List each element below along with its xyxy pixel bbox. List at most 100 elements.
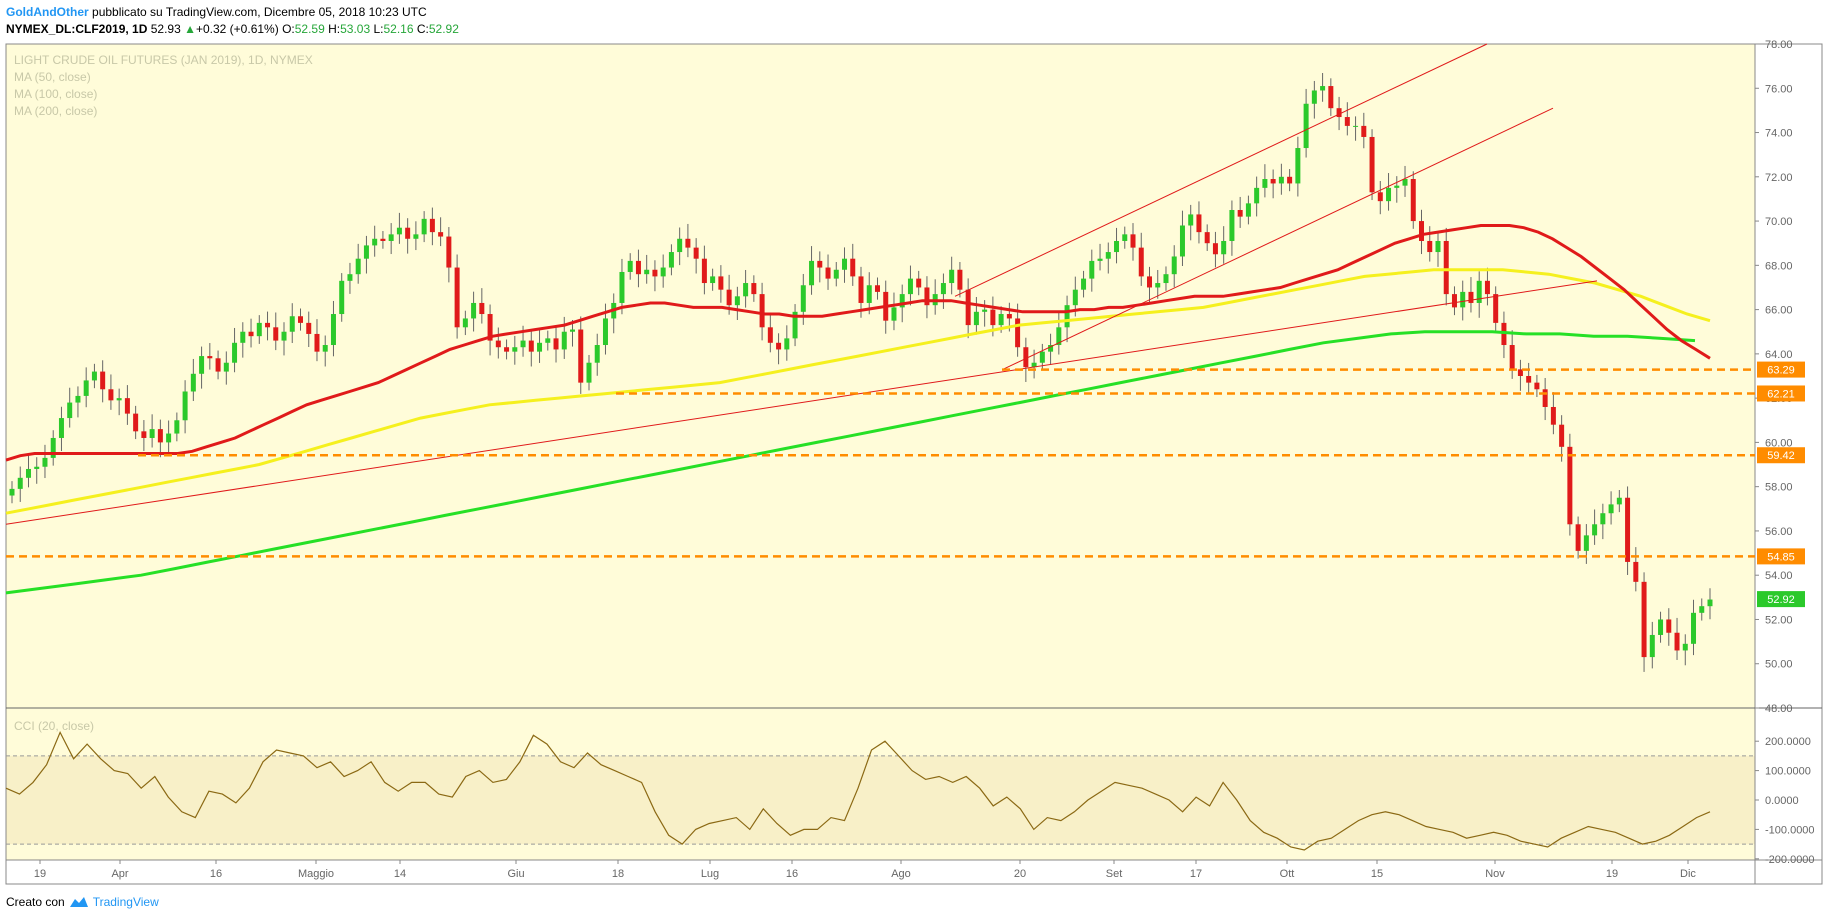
candle-body xyxy=(1460,291,1466,308)
candle-body xyxy=(1691,612,1697,644)
candle-body xyxy=(1509,345,1515,370)
candle-body xyxy=(1229,210,1235,241)
candle-body xyxy=(792,311,798,339)
open-value: 52.59 xyxy=(294,22,325,36)
candle-body xyxy=(1353,125,1359,127)
candle-body xyxy=(1320,86,1326,91)
price-tick-label: 72.00 xyxy=(1765,172,1793,184)
time-tick-label: 20 xyxy=(1014,868,1026,880)
candle-body xyxy=(1278,176,1284,184)
candle-body xyxy=(1575,524,1581,551)
candle-body xyxy=(339,280,345,315)
candle-body xyxy=(1600,513,1606,525)
candle-body xyxy=(1658,619,1664,635)
candle-body xyxy=(1666,619,1672,633)
candle-body xyxy=(1402,179,1408,186)
candle-body xyxy=(1254,187,1260,204)
high-label: H: xyxy=(328,22,341,36)
candle-body xyxy=(907,278,913,295)
candle-body xyxy=(487,314,493,341)
candle-body xyxy=(858,276,864,303)
price-tick-label: 74.00 xyxy=(1765,128,1793,140)
time-tick-label: Set xyxy=(1106,868,1123,880)
candle-body xyxy=(850,258,856,277)
ma-legend-item: MA (100, close) xyxy=(14,87,97,101)
candle-body xyxy=(314,333,320,352)
candle-body xyxy=(355,258,361,275)
candle-body xyxy=(372,238,378,246)
candle-body xyxy=(207,356,213,359)
candle-body xyxy=(685,238,691,248)
candle-body xyxy=(421,218,427,235)
candle-body xyxy=(570,329,576,332)
candle-body xyxy=(248,331,254,337)
candle-body xyxy=(363,245,369,259)
candle-body xyxy=(619,271,625,303)
ma50-line xyxy=(5,224,1711,462)
candle-body xyxy=(1196,214,1202,233)
candle-body xyxy=(1608,504,1614,514)
price-level-tag xyxy=(1757,447,1805,464)
candle-body xyxy=(701,258,707,284)
candle-body xyxy=(330,314,336,346)
price-tick-label: 64.00 xyxy=(1765,349,1793,361)
candle-body xyxy=(100,371,106,390)
author-link[interactable]: GoldAndOther xyxy=(6,5,89,19)
candle-body xyxy=(1287,176,1293,184)
low-label: L: xyxy=(373,22,384,36)
open-label: O: xyxy=(282,22,295,36)
footer: Creato con TradingView xyxy=(6,895,159,909)
candle-body xyxy=(1163,274,1169,284)
publish-text: pubblicato su TradingView.com, Dicembre … xyxy=(92,5,427,19)
symbol-name: NYMEX_DL:CLF2019, 1D xyxy=(6,22,148,36)
candle-body xyxy=(586,362,592,383)
candle-body xyxy=(635,260,641,275)
candle-body xyxy=(842,258,848,270)
candle-body xyxy=(1361,125,1367,137)
candle-body xyxy=(594,345,600,363)
candle-body xyxy=(1410,179,1416,222)
candle-body xyxy=(289,316,295,332)
candle-body xyxy=(232,342,238,363)
candle-body xyxy=(174,420,180,434)
candle-body xyxy=(265,322,271,328)
price-tick-label: 50.00 xyxy=(1765,659,1793,671)
candle-body xyxy=(1006,314,1012,319)
candle-body xyxy=(1443,240,1449,295)
candle-body xyxy=(874,285,880,292)
time-tick-label: 15 xyxy=(1371,868,1383,880)
candle-body xyxy=(1567,446,1573,525)
candle-body xyxy=(380,238,386,241)
candle-body xyxy=(1023,347,1029,368)
tradingview-link[interactable]: TradingView xyxy=(92,895,159,909)
cci-line xyxy=(5,730,1711,851)
ma100-line xyxy=(5,268,1711,515)
channel-upper-line xyxy=(954,43,1488,297)
candle-body xyxy=(743,283,749,297)
price-tick-label: 68.00 xyxy=(1765,260,1793,272)
candle-body xyxy=(190,373,196,392)
candle-body xyxy=(182,391,188,421)
candle-body xyxy=(504,347,510,352)
price-level-tag xyxy=(1757,385,1805,402)
candle-body xyxy=(1171,256,1177,275)
candle-body xyxy=(1072,289,1078,306)
candle-body xyxy=(965,289,971,326)
candle-body xyxy=(1583,535,1589,551)
price-tick-label: 78.00 xyxy=(1765,39,1793,51)
candle-body xyxy=(949,269,955,284)
candle-body xyxy=(133,413,139,432)
candle-body xyxy=(940,283,946,295)
candle-body xyxy=(537,342,543,352)
candle-body xyxy=(1179,225,1185,257)
candle-body xyxy=(1649,634,1655,658)
candle-body xyxy=(1039,351,1045,363)
price-chart-title: LIGHT CRUDE OIL FUTURES (JAN 2019), 1D, … xyxy=(14,53,313,67)
candle-body xyxy=(767,327,773,343)
candle-body xyxy=(1641,581,1647,658)
candle-body xyxy=(1081,278,1087,290)
candle-body xyxy=(1526,376,1532,383)
candle-body xyxy=(998,314,1004,326)
candle-body xyxy=(438,232,444,237)
